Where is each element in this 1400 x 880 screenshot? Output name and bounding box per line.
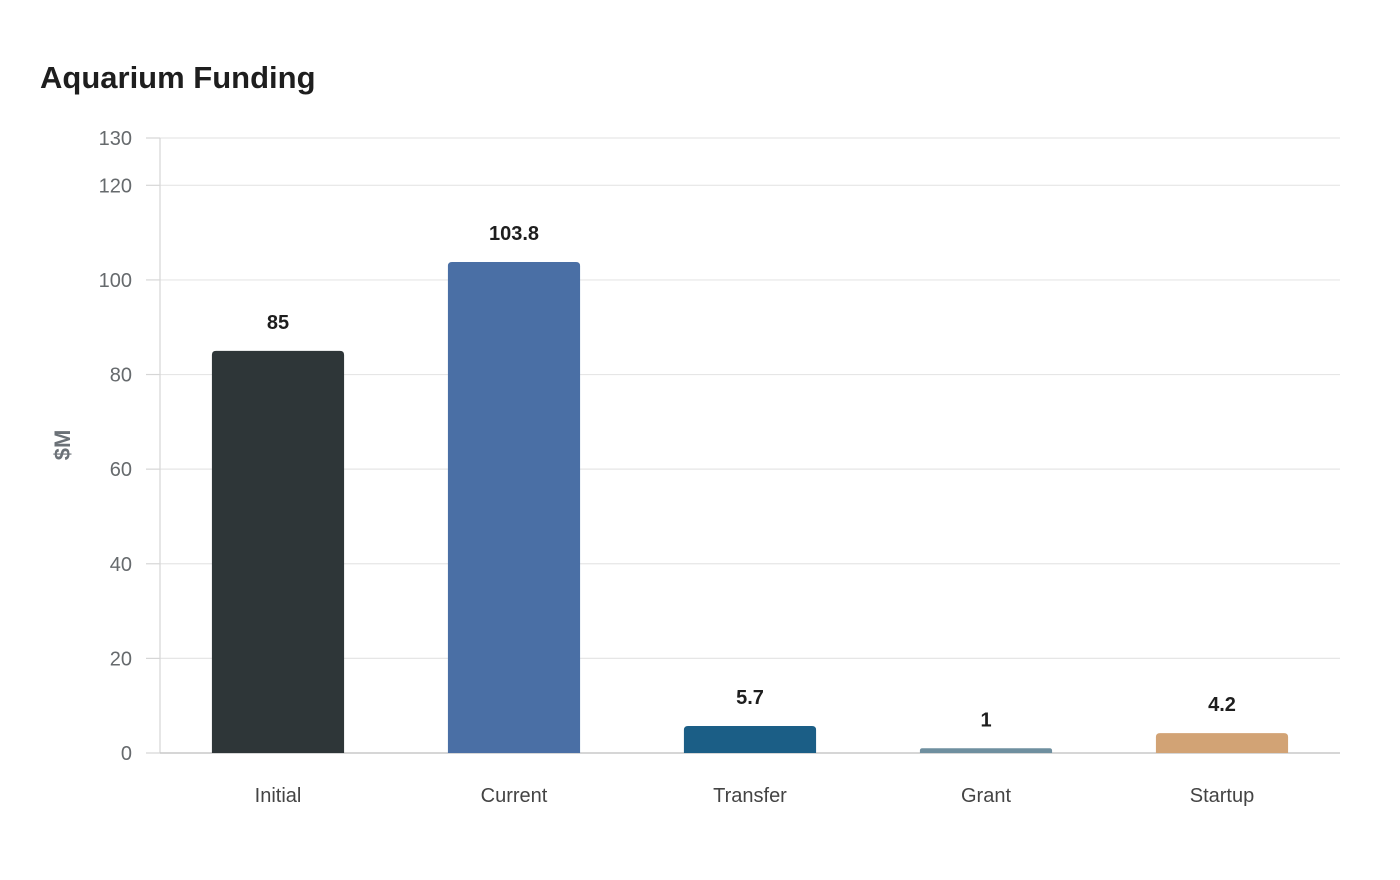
y-tick-label: 80 xyxy=(110,365,132,387)
value-label-current: 103.8 xyxy=(489,223,539,245)
value-label-grant: 1 xyxy=(980,709,991,731)
bar-transfer xyxy=(683,726,817,753)
bar-grant xyxy=(919,748,1053,753)
bar-initial xyxy=(211,350,345,753)
y-tick-label: 20 xyxy=(110,648,132,670)
gridlines xyxy=(160,137,1340,659)
y-tick-label: 130 xyxy=(99,128,132,150)
y-axis-label: $M xyxy=(50,430,75,461)
value-label-initial: 85 xyxy=(267,312,289,334)
y-tick-label: 40 xyxy=(110,554,132,576)
y-tick-label: 100 xyxy=(99,270,132,292)
labels: 0 20 40 60 80 100 120 130 85 Initial 103.8 Current 5… xyxy=(99,128,1255,807)
x-tick-label-startup: Startup xyxy=(1190,785,1254,807)
x-tick-label-initial: Initial xyxy=(255,785,302,807)
y-tick-label: 120 xyxy=(99,175,132,197)
chart-title: Aquarium Funding xyxy=(40,60,316,95)
bar-startup xyxy=(1155,733,1289,753)
y-tick-label: 0 xyxy=(121,743,132,765)
value-label-startup: 4.2 xyxy=(1208,694,1236,716)
x-tick-label-transfer: Transfer xyxy=(713,785,787,807)
x-tick-label-grant: Grant xyxy=(961,785,1011,807)
value-label-transfer: 5.7 xyxy=(736,687,764,709)
x-tick-label-current: Current xyxy=(481,785,548,807)
y-tick-label: 60 xyxy=(110,459,132,481)
bars xyxy=(211,261,1289,753)
bar-current xyxy=(447,261,581,753)
